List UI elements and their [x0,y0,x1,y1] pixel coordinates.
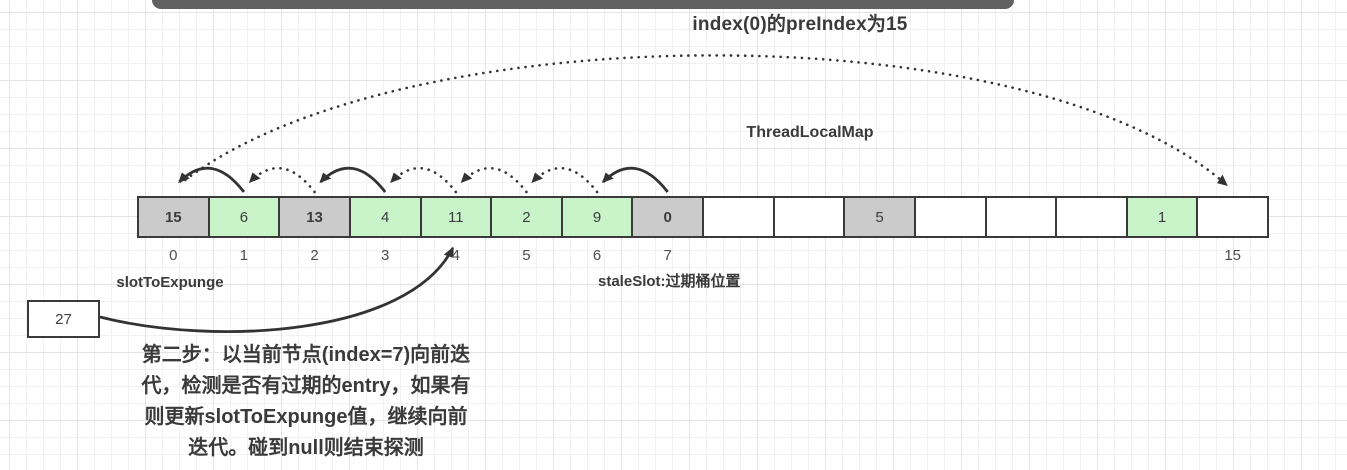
array-cell-14: 1 [1125,196,1199,238]
index-label-15: 15 [1224,247,1242,264]
arc-arrow-3-to-2 [319,166,387,193]
index-label-7: 7 [663,247,672,264]
index-label-5: 5 [522,247,531,264]
array-cell-9 [772,196,846,238]
stale-slot-label: staleSlot:过期桶位置 [598,273,741,290]
diagram-title: index(0)的preIndex为15 [692,14,908,35]
index-label-2: 2 [310,247,319,264]
array-cell-0: 15 [137,196,210,238]
array-cell-10: 5 [843,196,916,238]
array-cell-8 [702,196,775,238]
array-cell-12 [984,196,1058,238]
array-cell-6: 9 [560,196,634,238]
index-label-3: 3 [381,247,390,264]
arc-arrow-6-to-5 [531,166,599,194]
arc-arrow-4-to-3 [389,166,458,194]
array-cell-4: 11 [419,196,493,238]
step-note-text: 第二步：以当前节点(index=7)向前迭 代，检测是否有过期的entry，如果… [141,344,471,459]
array-cell-3: 4 [348,196,422,238]
index-label-0: 0 [169,247,178,264]
array-cell-1: 6 [207,196,281,238]
array-cell-2: 13 [278,196,351,238]
array-cell-7: 0 [631,196,704,238]
array-cell-11 [913,196,987,238]
arc-arrow-2-to-1 [248,166,316,194]
arc-arrow-5-to-4 [460,166,528,194]
slot-to-expunge-label: slotToExpunge [116,274,224,291]
slot-to-expunge-value-box: 27 [27,300,100,338]
slot-to-expunge-value: 27 [55,310,72,328]
index-label-1: 1 [239,247,249,264]
threadlocalmap-label: ThreadLocalMap [746,124,874,141]
wraparound-arrow-0-to-15 [184,54,1228,187]
array-cell-5: 2 [490,196,563,238]
index-label-4: 4 [451,247,460,264]
arc-arrow-1-to-0 [178,166,246,193]
array-cell-15 [1196,196,1269,238]
window-title-bar-remnant [152,0,1014,9]
array-cell-13 [1055,196,1128,238]
arc-arrow-7-to-6 [601,166,669,193]
index-label-6: 6 [592,247,602,264]
